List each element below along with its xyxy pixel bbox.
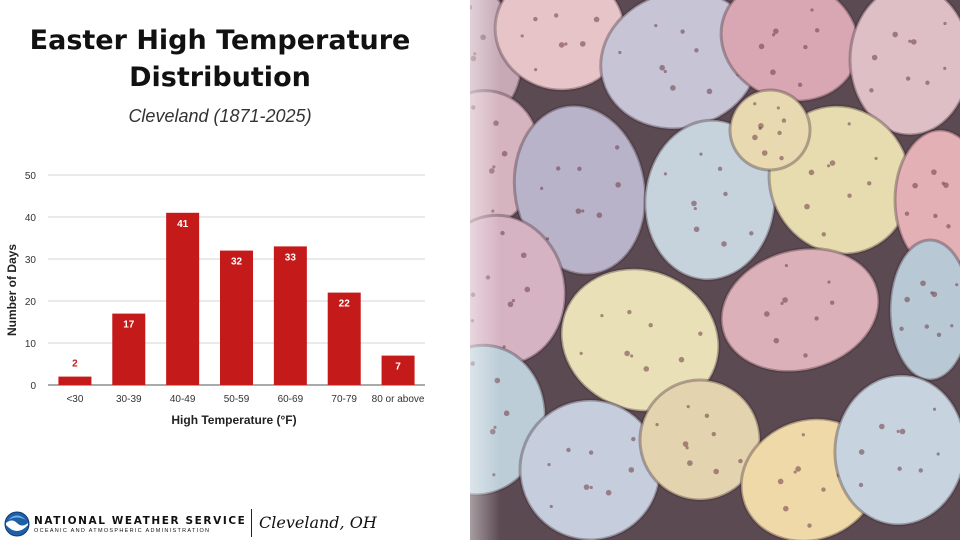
x-tick-label: 80 or above bbox=[372, 394, 425, 405]
bar bbox=[273, 246, 307, 385]
easter-eggs-photo bbox=[440, 0, 960, 540]
bar-value-label: 33 bbox=[285, 252, 297, 263]
office-name: Cleveland, OH bbox=[259, 513, 377, 532]
x-tick-label: 50-59 bbox=[224, 394, 250, 405]
bar bbox=[327, 292, 361, 385]
y-axis-ticks: 0 10 20 30 40 50 bbox=[25, 171, 37, 392]
y-axis-label: Number of Days bbox=[5, 244, 19, 336]
noaa-logo-icon bbox=[4, 511, 30, 537]
footer-divider bbox=[251, 509, 252, 537]
bar-value-label: 22 bbox=[339, 299, 351, 310]
bar bbox=[112, 313, 146, 385]
bars: 2 17 41 32 33 22 7 bbox=[58, 212, 415, 385]
bar bbox=[220, 250, 253, 385]
chart-title: Easter High Temperature Distribution bbox=[0, 22, 440, 96]
y-tick-label: 40 bbox=[25, 213, 37, 224]
bar bbox=[381, 355, 415, 385]
bar-value-label: 41 bbox=[177, 219, 189, 230]
chart-title-line1: Easter High Temperature bbox=[29, 25, 411, 56]
bar-value-label: 2 bbox=[72, 359, 78, 370]
x-axis-label: High Temperature (°F) bbox=[171, 413, 296, 427]
y-tick-label: 20 bbox=[25, 297, 37, 308]
bar bbox=[166, 212, 200, 385]
left-panel: Easter High Temperature Distribution Cle… bbox=[0, 0, 470, 540]
chart-title-line2: Distribution bbox=[129, 62, 311, 93]
x-tick-label: <30 bbox=[66, 394, 83, 405]
bar-value-label: 32 bbox=[231, 257, 243, 268]
footer: NATIONAL WEATHER SERVICE OCEANIC AND ATM… bbox=[0, 505, 470, 541]
x-tick-label: 40-49 bbox=[170, 394, 196, 405]
bar-chart: 0 10 20 30 40 50 2 17 41 32 33 22 7 <30 30-39 40-49 50… bbox=[5, 171, 425, 427]
x-axis-ticks: <30 30-39 40-49 50-59 60-69 70-79 80 or above bbox=[66, 394, 424, 405]
org-name: NATIONAL WEATHER SERVICE bbox=[34, 515, 247, 527]
bar-value-label: 17 bbox=[123, 320, 135, 331]
bar bbox=[58, 376, 92, 385]
bar-value-label: 7 bbox=[395, 362, 401, 373]
y-tick-label: 30 bbox=[25, 255, 37, 266]
x-tick-label: 30-39 bbox=[116, 394, 142, 405]
chart-subtitle: Cleveland (1871-2025) bbox=[128, 106, 312, 126]
x-tick-label: 70-79 bbox=[331, 394, 357, 405]
photo-fade bbox=[440, 0, 500, 540]
y-tick-label: 10 bbox=[25, 339, 37, 350]
y-tick-label: 50 bbox=[25, 171, 37, 182]
y-tick-label: 0 bbox=[30, 381, 36, 392]
x-tick-label: 60-69 bbox=[278, 394, 304, 405]
org-subtitle: OCEANIC AND ATMOSPHERIC ADMINISTRATION bbox=[34, 528, 211, 534]
